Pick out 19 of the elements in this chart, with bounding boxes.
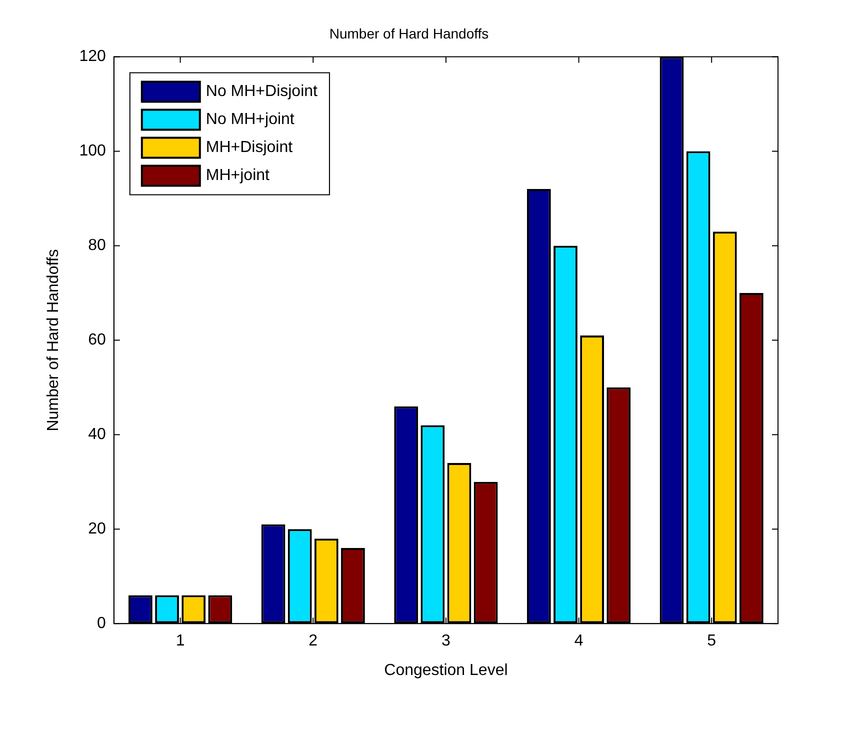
y-tick-label: 120 [79, 48, 106, 66]
legend-label: No MH+joint [206, 111, 295, 128]
x-tick-label: 2 [308, 632, 318, 650]
chart-title: Number of Hard Handoffs [329, 25, 489, 42]
y-tick-label: 0 [96, 615, 106, 632]
x-axis-title: Congestion Level [384, 662, 508, 679]
y-tick-label: 60 [88, 332, 106, 349]
y-axis-title: Number of Hard Handoffs [45, 249, 62, 432]
legend-label: No MH+Disjoint [206, 83, 318, 100]
y-tick-label: 40 [88, 426, 106, 444]
legend-label: MH+Disjoint [206, 139, 294, 156]
y-tick-label: 80 [88, 237, 106, 254]
y-tick-label: 100 [79, 142, 106, 160]
x-tick-label: 5 [707, 632, 716, 650]
y-tick-label: 20 [88, 520, 106, 538]
x-tick-label: 4 [574, 632, 584, 650]
x-tick-label: 1 [176, 632, 185, 650]
legend-label: MH+joint [206, 167, 270, 184]
x-tick-label: 3 [441, 632, 450, 650]
